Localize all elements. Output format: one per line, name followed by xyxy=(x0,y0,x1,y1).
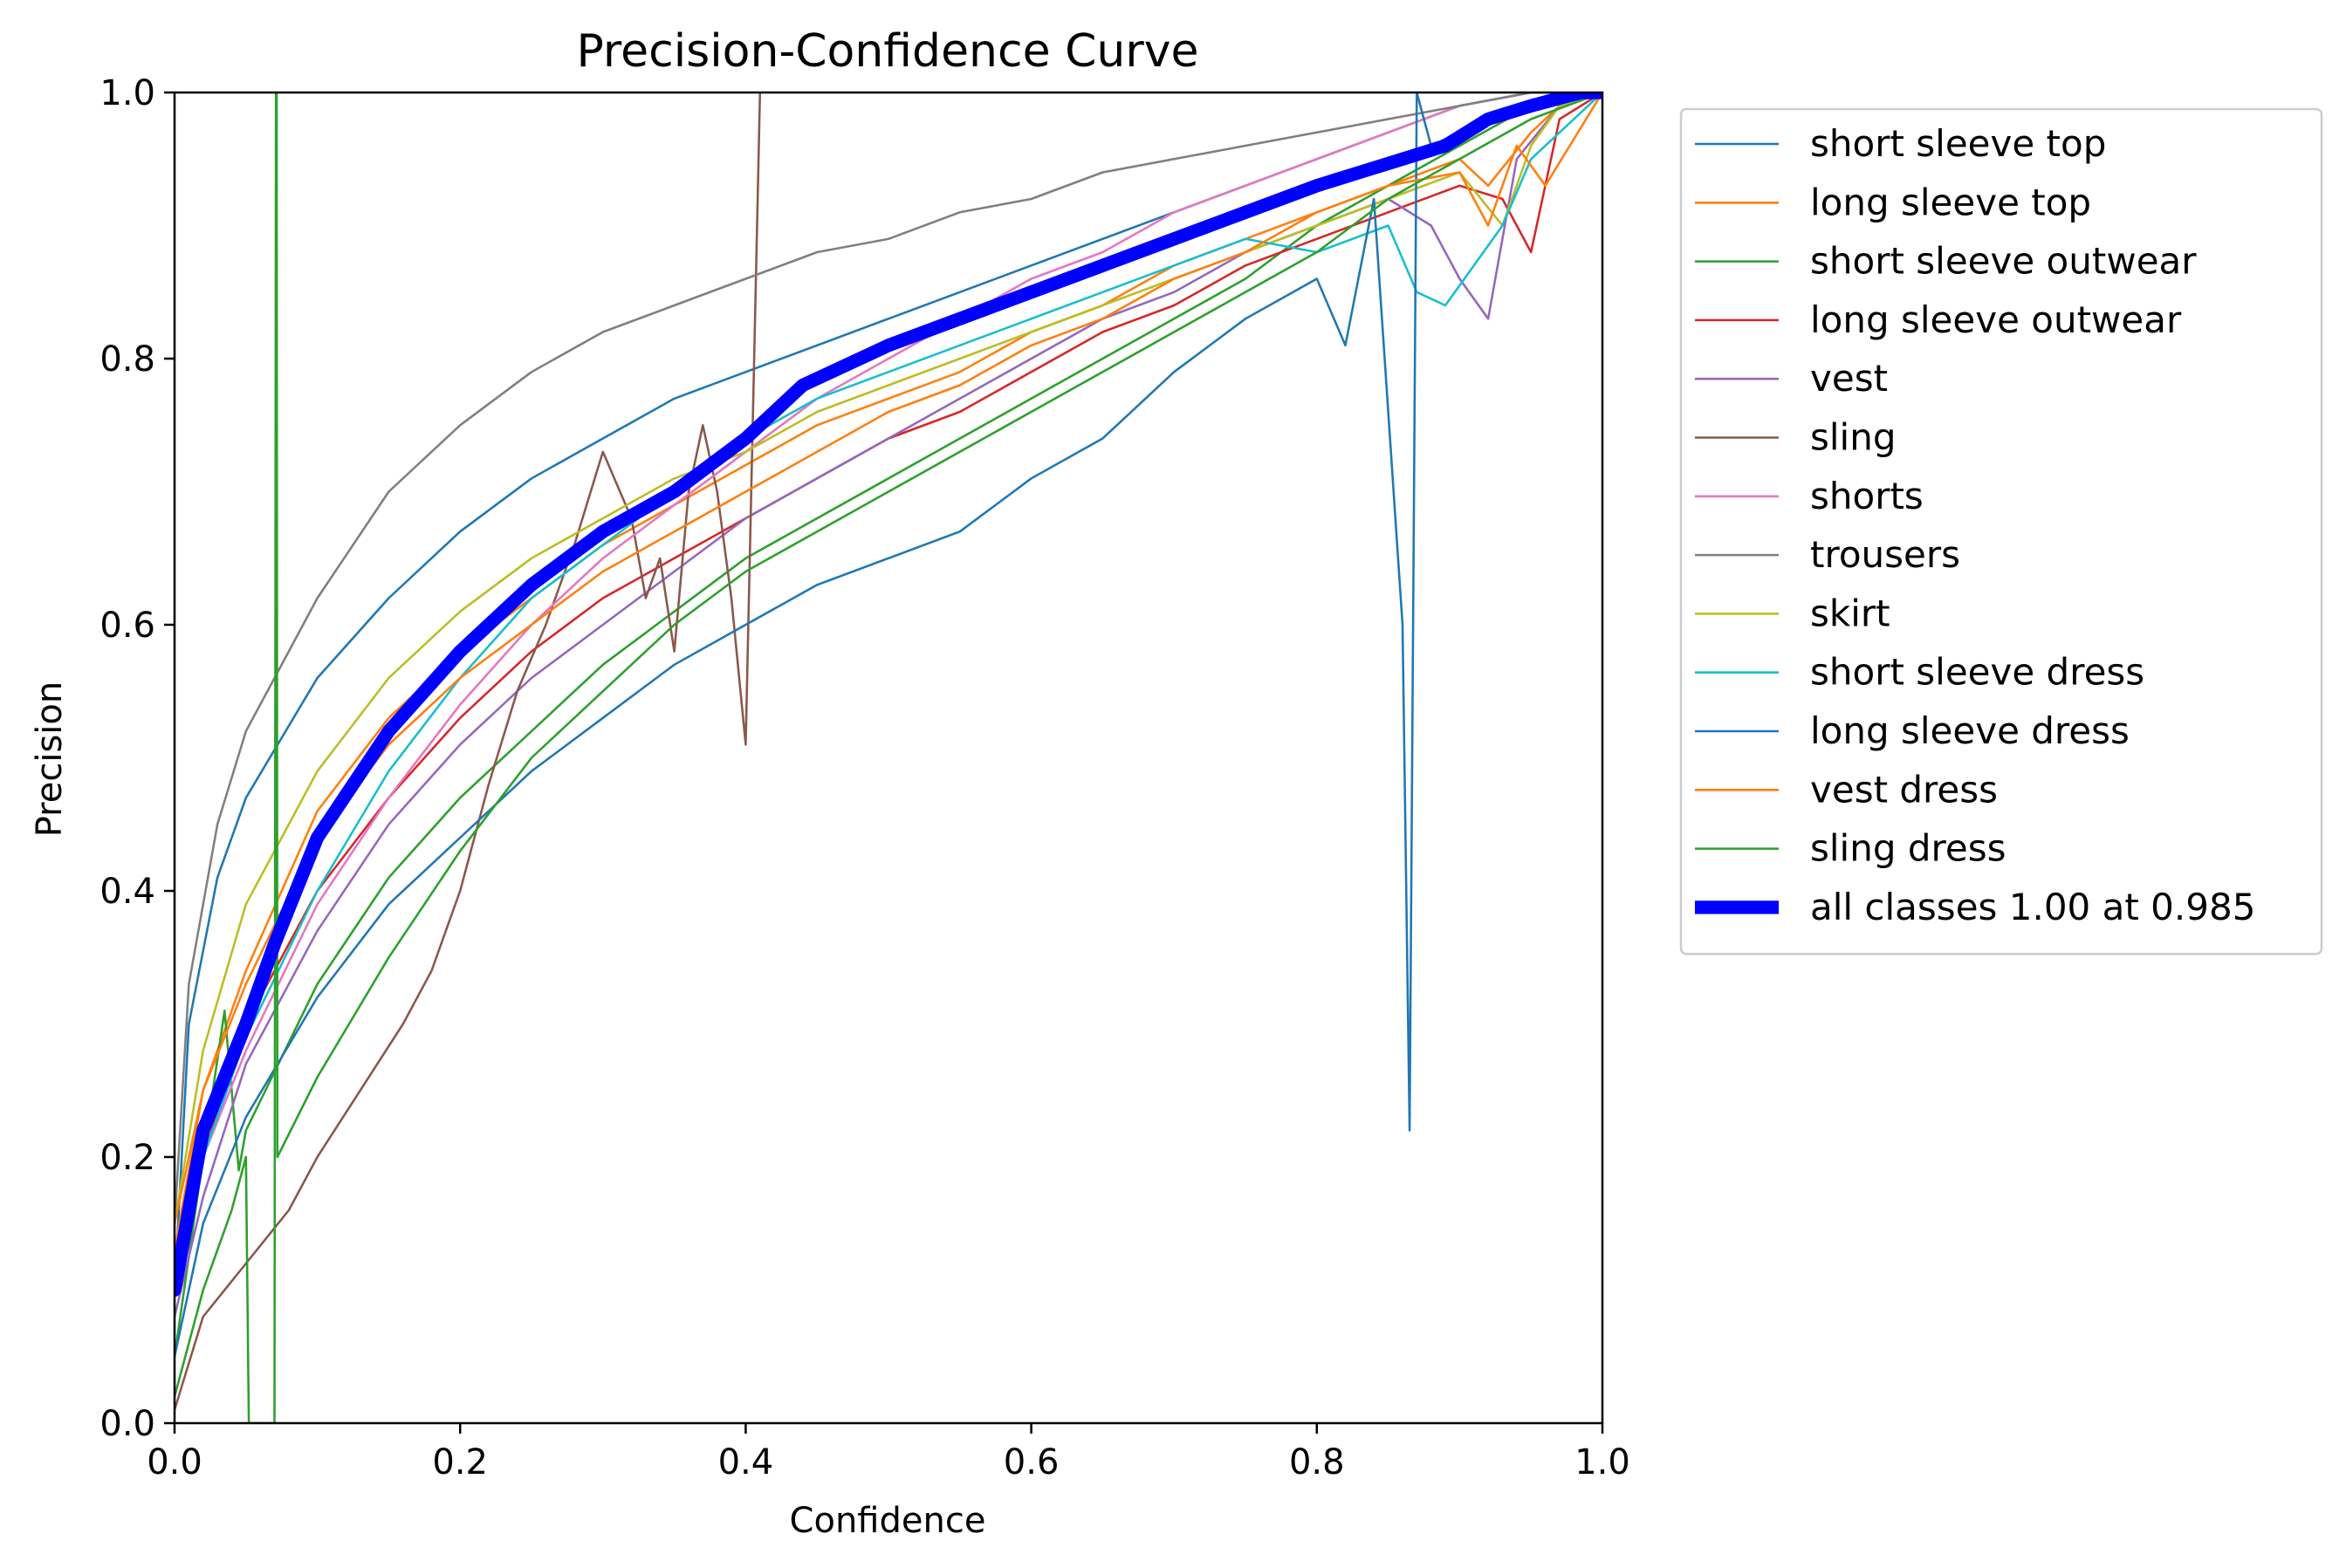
legend-box xyxy=(1679,107,2323,955)
series-line-long-sleeve-top xyxy=(175,92,1602,1252)
series-line-trousers xyxy=(175,92,1602,1225)
plot-frame xyxy=(173,91,1604,1425)
series-line-all-classes-1-00-at-0-985 xyxy=(175,92,1602,1298)
y-tick-label: 0.8 xyxy=(99,339,155,380)
x-tick-label: 0.8 xyxy=(1289,1442,1345,1482)
legend-label-trousers: trousers xyxy=(1810,533,1960,576)
legend-label-sling-dress: sling dress xyxy=(1810,827,2006,870)
legend: short sleeve top long sleeve top short sle… xyxy=(1679,107,2323,955)
legend-label-skirt: skirt xyxy=(1810,592,1890,634)
x-tick-label: 0.0 xyxy=(147,1442,202,1482)
x-axis-label: Confidence xyxy=(790,1501,986,1541)
y-tick-label: 0.0 xyxy=(99,1404,155,1444)
legend-label-vest-dress: vest dress xyxy=(1810,768,1998,811)
legend-label-shorts: shorts xyxy=(1810,475,1924,517)
series-line-short-sleeve-outwear xyxy=(175,92,1602,1359)
y-tick-label: 0.6 xyxy=(99,606,155,646)
legend-label-all-classes-1-00-at-0-985: all classes 1.00 at 0.985 xyxy=(1810,886,2255,928)
y-tick-label: 1.0 xyxy=(99,73,155,113)
series-line-sling-dress xyxy=(175,92,1602,1423)
x-tick-label: 1.0 xyxy=(1574,1442,1630,1482)
legend-label-long-sleeve-top: long sleeve top xyxy=(1810,181,2091,223)
x-tick-label: 0.2 xyxy=(432,1442,488,1482)
y-tick-label: 0.4 xyxy=(99,872,155,912)
legend-label-short-sleeve-outwear: short sleeve outwear xyxy=(1810,240,2197,283)
legend-label-short-sleeve-dress: short sleeve dress xyxy=(1810,651,2144,694)
series-line-vest xyxy=(175,92,1602,1318)
legend-label-short-sleeve-top: short sleeve top xyxy=(1810,122,2106,165)
x-tick-label: 0.6 xyxy=(1004,1442,1060,1482)
series-line-short-sleeve-dress xyxy=(175,92,1602,1291)
legend-label-sling: sling xyxy=(1810,416,1897,459)
series-line-skirt xyxy=(175,92,1602,1225)
chart-title: Precision-Confidence Curve xyxy=(576,25,1198,78)
x-tick-label: 0.4 xyxy=(718,1442,774,1482)
series-line-sling xyxy=(175,92,762,1412)
y-axis-label: Precision xyxy=(30,681,70,837)
axes: 0.0 0.2 0.4 0.6 0.8 1.0 0.0 0.2 0.4 0.6 0.8 1.0 xyxy=(99,73,1629,1482)
y-tick-label: 0.2 xyxy=(99,1138,155,1178)
legend-label-long-sleeve-dress: long sleeve dress xyxy=(1810,709,2130,752)
plot-area xyxy=(175,92,1602,1423)
series-line-long-sleeve-dress xyxy=(175,92,1602,1359)
series-line-shorts xyxy=(175,92,1602,1291)
legend-label-long-sleeve-outwear: long sleeve outwear xyxy=(1810,298,2182,341)
legend-label-vest: vest xyxy=(1810,357,1888,400)
